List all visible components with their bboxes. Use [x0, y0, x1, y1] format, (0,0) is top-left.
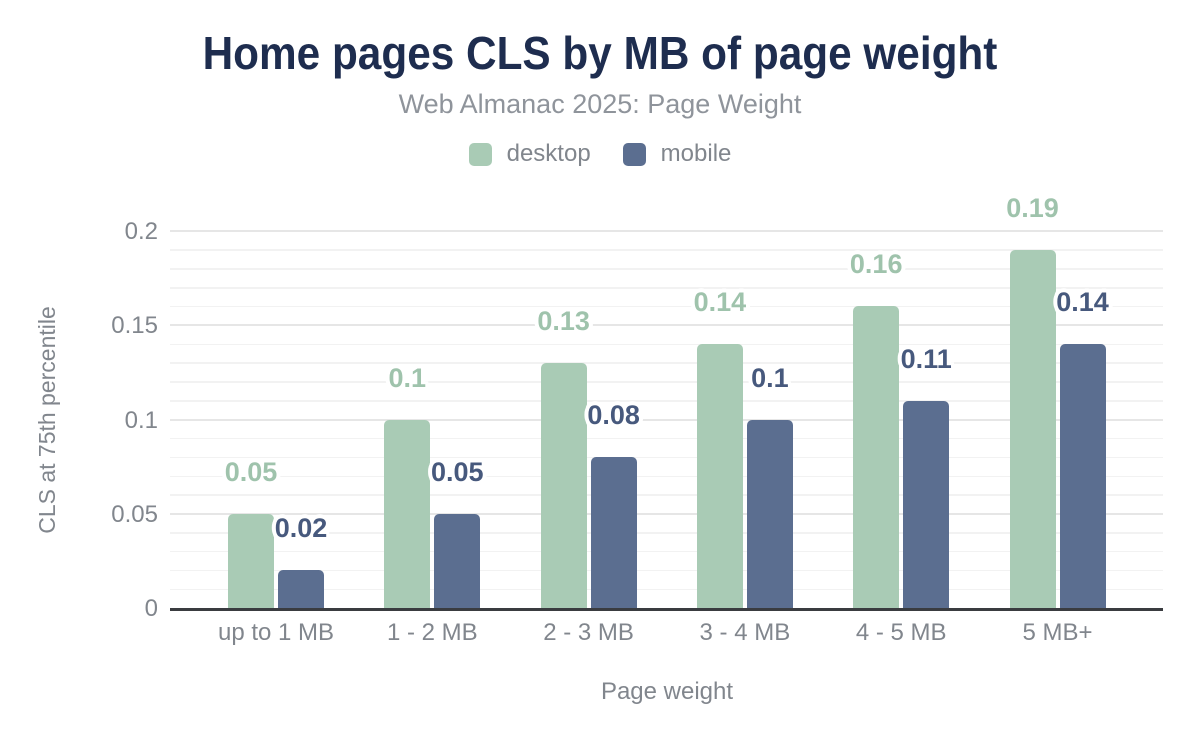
bar-mobile[interactable] [590, 457, 637, 608]
gridline-minor [170, 381, 1163, 383]
x-tick-label: 2 - 3 MB [543, 619, 634, 646]
bar-desktop[interactable] [853, 306, 900, 608]
y-tick-label: 0 [144, 595, 158, 622]
bar-mobile[interactable] [434, 513, 481, 608]
bar-desktop[interactable] [540, 362, 587, 608]
bar-value-label: 0.14 [1056, 287, 1109, 318]
x-tick-label: 5 MB+ [1022, 619, 1093, 646]
y-tick-label: 0.1 [124, 406, 158, 434]
gridline-major [170, 230, 1163, 232]
bar-value-label: 0.02 [274, 513, 328, 544]
bar-value-label: 0.05 [431, 456, 484, 487]
legend-swatch-desktop [468, 142, 492, 166]
bar-value-label: 0.16 [849, 249, 903, 280]
gridline-minor [170, 268, 1163, 270]
gridline-minor [170, 494, 1163, 496]
bar-desktop[interactable] [384, 419, 431, 608]
y-tick-label: 0.05 [111, 500, 158, 528]
gridline-major [170, 324, 1163, 327]
bar-value-label: 0.1 [751, 362, 789, 393]
gridline-minor [170, 437, 1163, 440]
legend-item-desktop[interactable]: desktop [468, 140, 591, 167]
gridline-minor [170, 456, 1163, 459]
x-axis-title: Page weight [600, 678, 734, 705]
gridline-minor [170, 287, 1163, 289]
gridline-major [170, 418, 1163, 421]
bar-value-label: 0.19 [1006, 192, 1059, 223]
bar-value-label: 0.08 [587, 400, 640, 431]
bar-value-label: 0.11 [900, 343, 952, 374]
gridline-minor [170, 400, 1163, 402]
bar-desktop[interactable] [696, 344, 743, 608]
chart-title: Home pages CLS by MB of page weight [202, 27, 998, 79]
bar-mobile[interactable] [746, 419, 793, 608]
gridline-minor [170, 569, 1163, 572]
gridline-minor [170, 362, 1163, 364]
bar-desktop[interactable] [1009, 249, 1056, 608]
bar-value-label: 0.1 [388, 362, 427, 393]
bar-value-label: 0.14 [693, 287, 747, 318]
chart-subtitle: Web Almanac 2025: Page Weight [398, 89, 802, 119]
gridline-minor [170, 588, 1163, 591]
legend-label: mobile [660, 140, 732, 167]
gridline-minor [170, 305, 1163, 308]
gridline-minor [170, 343, 1163, 346]
legend-swatch-mobile [622, 142, 646, 166]
x-tick-label: 4 - 5 MB [855, 619, 947, 646]
legend-label: desktop [506, 140, 591, 167]
gridline-minor [170, 249, 1163, 251]
gridline-minor [170, 475, 1163, 478]
legend-item-mobile[interactable]: mobile [622, 140, 732, 167]
x-tick-label: 3 - 4 MB [699, 619, 791, 646]
bar-value-label: 0.13 [537, 305, 590, 336]
gridline-minor [170, 550, 1163, 553]
bar-mobile[interactable] [903, 400, 950, 608]
bar-mobile[interactable] [278, 570, 324, 608]
plot-area: 0.05 0.02 0.1 0.05 0.13 0.08 0.14 0.1 0.16 0.11 0.… [170, 194, 1163, 611]
x-tick-label: 1 - 2 MB [386, 619, 478, 646]
bar-desktop[interactable] [228, 513, 274, 608]
x-tick-label: up to 1 MB [217, 619, 335, 646]
gridline-major [170, 512, 1163, 515]
y-tick-label: 0.2 [124, 218, 158, 245]
x-axis-line [170, 608, 1163, 611]
legend: desktop mobile [0, 142, 1200, 166]
y-tick-label: 0.15 [111, 312, 158, 340]
bar-mobile[interactable] [1059, 344, 1106, 608]
gridline-minor [170, 532, 1163, 534]
bar-value-label: 0.05 [224, 456, 278, 487]
